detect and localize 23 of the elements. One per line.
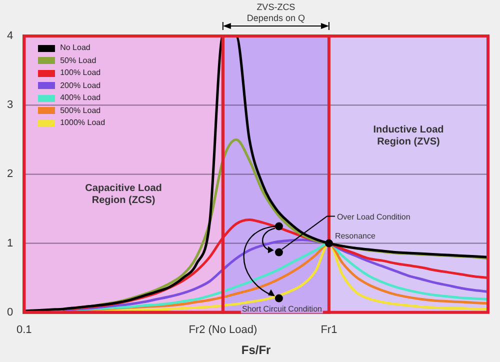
y-tick-label: 2 [6,168,14,180]
legend-label: 100% Load [60,67,101,79]
x-tick-label: Fr1 [320,324,338,336]
legend-label: 500% Load [60,104,101,116]
legend-label: No Load [60,42,90,54]
band-label: ZVS-ZCS Depends on Q [246,2,305,23]
annotation: Short Circuit Condition [242,304,322,314]
x-tick-label: 0.1 [16,324,32,336]
y-tick-label: 0 [6,306,14,318]
y-tick-label: 4 [6,30,14,42]
y-tick-label: 3 [6,99,14,112]
annotation: Over Load Condition [336,212,410,222]
x-tick-label: Fr2 (No Load) [188,324,258,336]
annotation: Inductive Load Region (ZVS) [373,124,444,148]
x-axis-title: Fs/Fr [241,343,272,358]
y-tick-label: 1 [6,237,14,250]
legend-label: 50% Load [60,54,96,66]
line-series [22,36,490,312]
legend-label: 400% Load [60,92,101,104]
legend-label: 1000% Load [60,117,106,129]
annotation: Resonance [334,231,376,240]
band-label: Capacitive Load Region (ZCS) [85,182,162,206]
legend-label: 200% Load [60,80,101,92]
